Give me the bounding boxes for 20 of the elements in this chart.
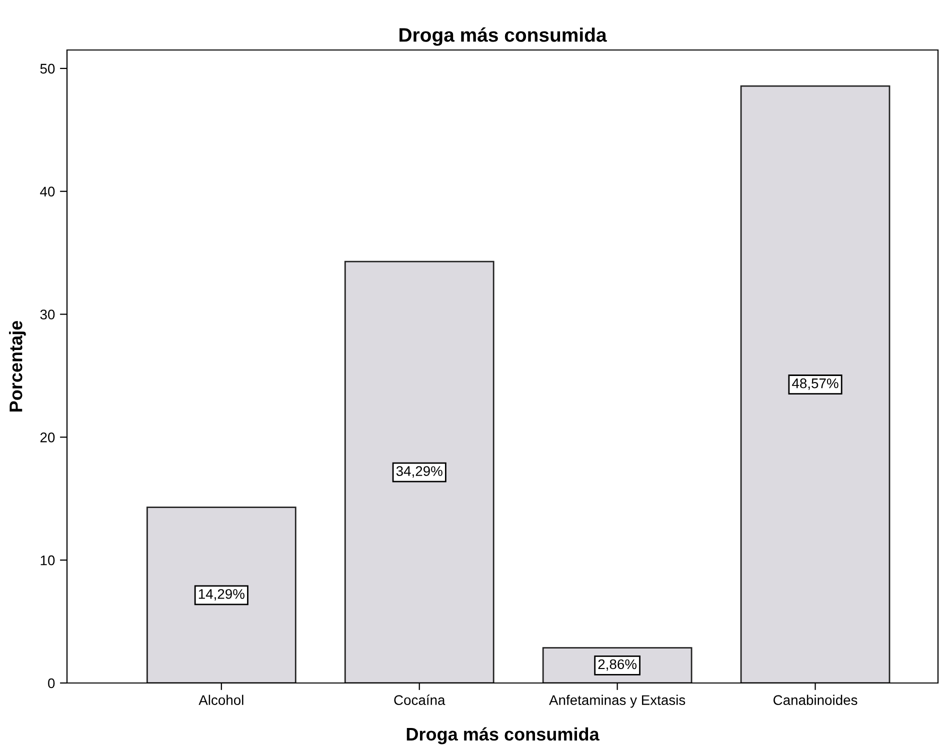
y-tick-label: 20 — [40, 432, 55, 442]
y-tick-label: 30 — [40, 310, 55, 320]
chart-title: Droga más consumida — [400, 27, 607, 46]
x-axis-title: Droga más consumida — [406, 727, 600, 744]
y-tick-label: 40 — [40, 186, 55, 197]
y-tick-label: 10 — [40, 555, 55, 566]
data-label: 48,57% — [792, 378, 838, 390]
bar — [344, 260, 494, 683]
data-label: 34,29% — [396, 466, 442, 478]
bar — [146, 506, 296, 683]
data-label: 14,29% — [198, 589, 244, 601]
y-tick-label: 0 — [48, 678, 55, 688]
bar — [740, 85, 890, 683]
x-tick-label: Anfetaminas y Extasis — [549, 694, 686, 708]
x-tick-label: Alcohol — [198, 694, 244, 706]
data-label: 2,86% — [598, 659, 637, 671]
x-tick-label: Cocaína — [394, 694, 446, 706]
y-axis-title: Porcentaje — [9, 320, 26, 412]
x-tick-label: Canabinoides — [774, 694, 858, 706]
y-tick-label: 50 — [40, 64, 55, 74]
